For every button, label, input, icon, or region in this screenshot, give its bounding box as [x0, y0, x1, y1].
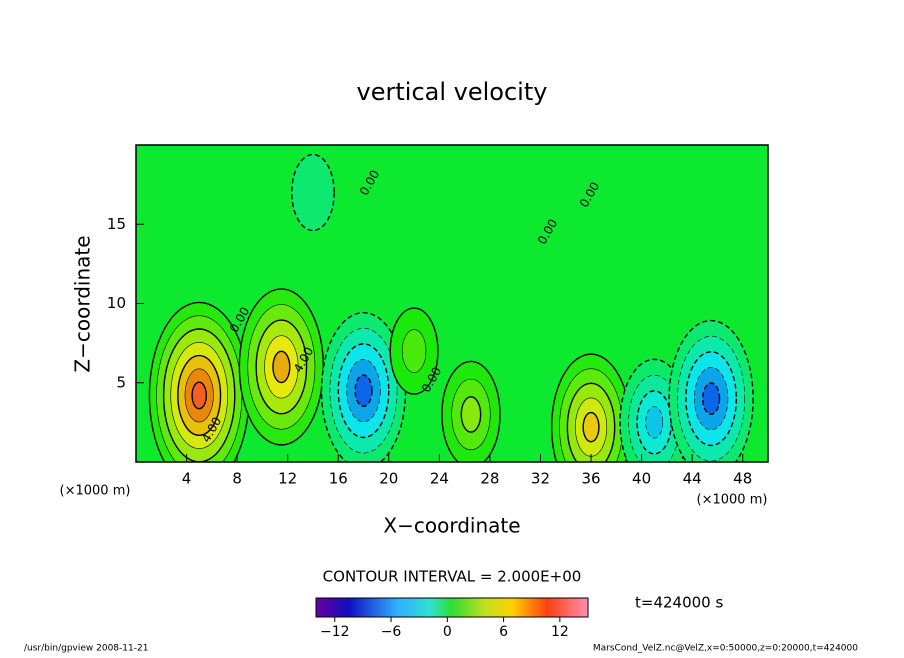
contour-region [191, 381, 208, 410]
x-tick-label: 40 [632, 470, 651, 488]
y-axis-label: Z−coordinate [71, 235, 95, 372]
x-tick-label: 8 [232, 470, 242, 488]
plot-area: 0.00 0.000.004.004.000.000.00 [136, 145, 768, 462]
x-tick-label: 12 [278, 470, 297, 488]
x-tick-label: 28 [480, 470, 499, 488]
x-tick-label: 36 [581, 470, 600, 488]
y-tick-label: 5 [116, 373, 126, 391]
colorbar-tick-label: 6 [499, 624, 508, 640]
x-tick-label: 20 [379, 470, 398, 488]
colorbar-tick-label: −12 [320, 624, 350, 640]
footer: /usr/bin/gpview 2008-11-21 [24, 644, 148, 654]
y-tick-label: 10 [107, 294, 126, 312]
x-tick-label: 44 [683, 470, 702, 488]
contour-region [354, 374, 373, 407]
x-unit: (×1000 m) [60, 484, 131, 499]
contour-interval: CONTOUR INTERVAL = 2.000E+00 [323, 568, 582, 586]
contour-region [272, 350, 291, 384]
x-tick-label: 32 [531, 470, 550, 488]
colorbar [315, 597, 589, 618]
colorbar-tick-label: 0 [443, 624, 452, 640]
time-label: t=424000 s [635, 594, 723, 612]
contour-region [460, 396, 482, 433]
colorbar-tick-label: 12 [551, 624, 569, 640]
contour-region [702, 382, 721, 415]
contour-region [645, 406, 664, 439]
x-tick-label: 48 [733, 470, 752, 488]
x-tick-label: 16 [329, 470, 348, 488]
x-tick-label: 4 [182, 470, 192, 488]
y-tick-label: 15 [107, 215, 126, 233]
x-unit: (×1000 m) [697, 493, 768, 508]
x-axis-label: X−coordinate [383, 514, 520, 538]
contour-region [582, 411, 600, 443]
chart-title: vertical velocity [357, 78, 548, 106]
contour-region [291, 153, 335, 232]
colorbar-tick-label: −6 [381, 624, 402, 640]
x-tick-label: 24 [430, 470, 449, 488]
footer: MarsCond_VelZ.nc@VelZ,x=0:50000,z=0:2000… [593, 644, 858, 654]
contour-region [401, 329, 427, 373]
